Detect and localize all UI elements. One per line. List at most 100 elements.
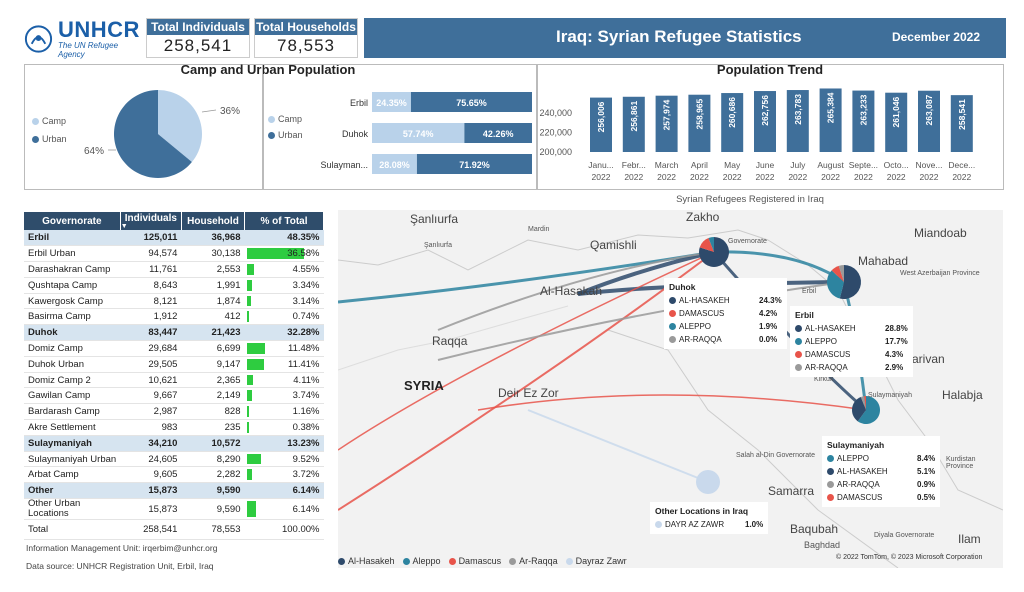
trend-bar[interactable] [655, 95, 678, 152]
trend-xtick-month: August [817, 160, 844, 170]
pie-slice-urban[interactable] [113, 90, 192, 178]
sort-desc-icon[interactable]: ▼ [120, 222, 128, 230]
map-legend-item[interactable]: Aleppo [402, 556, 441, 566]
table-group-row[interactable]: Sulaymaniyah 34,210 10,572 13.23% [24, 435, 324, 452]
population-trend-title: Population Trend [716, 62, 824, 77]
place-governorate: Governorate [728, 238, 767, 245]
table-group-row[interactable]: Erbil 125,011 36,968 48.35% [24, 230, 324, 247]
map-location-pie[interactable] [696, 470, 720, 494]
table-row[interactable]: Bardarash Camp 2,987 828 1.16% [24, 403, 324, 421]
origin-dot-icon [827, 455, 834, 462]
table-row[interactable]: Arbat Camp 9,605 2,282 3.72% [24, 466, 324, 484]
percent-bar [246, 390, 253, 402]
trend-xtick-year: 2022 [821, 172, 840, 182]
table-cell-pct: 32.28% [244, 324, 324, 342]
table-group-row[interactable]: Duhok 83,447 21,423 32.28% [24, 324, 324, 342]
trend-bar[interactable] [590, 97, 612, 152]
stack-bar-camp[interactable] [372, 123, 465, 143]
table-cell-ind: 11,761 [120, 261, 182, 278]
percent-bar [246, 311, 249, 323]
table-cell-ind: 8,643 [120, 277, 182, 294]
map-location-pie-slice[interactable] [831, 265, 844, 282]
percent-bar [246, 279, 252, 291]
col-governorate[interactable]: Governorate [24, 212, 121, 230]
trend-bar[interactable] [622, 96, 645, 152]
title-banner: Iraq: Syrian Refugee Statistics December… [364, 18, 1006, 58]
table-cell-ind: 983 [120, 419, 182, 436]
trend-bar[interactable] [950, 95, 973, 152]
refugee-origin-map[interactable]: Şanlıurfa Zakho Miandoab Mardin Qamishli… [338, 210, 1003, 568]
table-row[interactable]: Akre Settlement 983 235 0.38% [24, 419, 324, 436]
map-location-pie-slice[interactable] [708, 237, 714, 252]
map-location-pie-slice[interactable] [860, 396, 866, 410]
map-legend-item[interactable]: Ar-Raqqa [509, 556, 558, 566]
table-row[interactable]: Domiz Camp 2 10,621 2,365 4.11% [24, 372, 324, 389]
table-cell-name: Sulaymaniyah Urban [24, 451, 121, 468]
flow-line [338, 251, 715, 511]
table-cell-name: Other Urban Locations [24, 498, 121, 521]
trend-xtick-year: 2022 [690, 172, 709, 182]
trend-bar[interactable] [819, 88, 842, 152]
place-erbil-small: Erbil [802, 288, 817, 295]
stack-bar-camp[interactable] [372, 92, 411, 112]
col-individuals[interactable]: Individuals ▼ [120, 212, 182, 230]
table-cell-pct: 3.72% [244, 466, 324, 484]
map-location-pie-slice[interactable] [699, 237, 730, 267]
table-row[interactable]: Gawilan Camp 9,667 2,149 3.74% [24, 387, 324, 405]
trend-ytick: 220,000 [539, 128, 572, 138]
pie-slice-camp[interactable] [158, 90, 202, 163]
map-location-pie-slice[interactable] [864, 396, 866, 410]
table-group-row[interactable]: Other 15,873 9,590 6.14% [24, 482, 324, 500]
stack-bar-urban[interactable] [416, 154, 532, 174]
tooltip-row: ALEPPO 8.4% [827, 452, 935, 465]
tooltip-row: AR-RAQQA 2.9% [795, 361, 908, 374]
map-legend-item[interactable]: Damascus [448, 556, 501, 566]
table-row[interactable]: Other Urban Locations 15,873 9,590 6.14% [24, 498, 324, 521]
trend-bar[interactable] [688, 94, 711, 152]
place-west-azerbaijan: West Azerbaijan Province [900, 270, 980, 277]
map-location-pie-slice[interactable] [857, 396, 881, 424]
table-row[interactable]: Sulaymaniyah Urban 24,605 8,290 9.52% [24, 451, 324, 468]
percent-bar [246, 295, 252, 307]
stack-category-label: Erbil [350, 98, 368, 108]
map-location-pie-slice[interactable] [827, 270, 844, 299]
table-row[interactable]: Darashakran Camp 11,761 2,553 4.55% [24, 261, 324, 278]
stack-bar-camp[interactable] [372, 154, 417, 174]
table-cell-pct: 4.11% [244, 372, 324, 389]
stack-bar-urban[interactable] [464, 123, 532, 143]
pie-label-urban: 64% [84, 146, 104, 157]
trend-bar[interactable] [721, 93, 744, 152]
map-location-pie-slice[interactable] [852, 396, 866, 422]
table-row[interactable]: Duhok Urban 29,505 9,147 11.41% [24, 356, 324, 373]
table-row[interactable]: Qushtapa Camp 8,643 1,991 3.34% [24, 277, 324, 294]
flow-line [437, 281, 845, 361]
trend-bar[interactable] [885, 92, 908, 152]
tooltip-row: DAMASCUS 4.2% [669, 307, 782, 320]
trend-bar[interactable] [786, 90, 809, 152]
camp-urban-stacked-bar-chart: Erbil 24.35% 75.65% Duhok 57.74% 42.26% Sulaym… [320, 92, 532, 174]
map-location-pie-slice[interactable] [699, 238, 714, 252]
table-row[interactable]: Domiz Camp 29,684 6,699 11.48% [24, 340, 324, 357]
trend-bar[interactable] [852, 90, 875, 152]
map-location-pie-slice[interactable] [838, 265, 844, 282]
table-cell-pct: 3.14% [244, 293, 324, 310]
table-total-row[interactable]: Total 258,541 78,553 100.00% [24, 519, 324, 541]
table-row[interactable]: Erbil Urban 94,574 30,138 36.58% [24, 245, 324, 263]
table-row[interactable]: Kawergosk Camp 8,121 1,874 3.14% [24, 293, 324, 310]
trend-ytick: 200,000 [539, 147, 572, 157]
table-cell-pct: 11.41% [244, 356, 324, 373]
map-legend-item[interactable]: Dayraz Zawr [565, 556, 627, 566]
place-sulaymaniyah-small: Sulaymaniyah [868, 392, 912, 399]
stack-bar-urban[interactable] [410, 92, 532, 112]
trend-xtick-year: 2022 [624, 172, 643, 182]
map-location-pie-slice[interactable] [839, 265, 861, 299]
table-cell-pct: 13.23% [244, 435, 324, 452]
table-row[interactable]: Basirma Camp 1,912 412 0.74% [24, 308, 324, 326]
col-household[interactable]: Household [181, 212, 246, 230]
trend-bar[interactable] [918, 90, 940, 152]
trend-xtick-year: 2022 [756, 172, 775, 182]
col-percent-total[interactable]: % of Total [244, 212, 324, 230]
map-legend-item[interactable]: Al-Hasakeh [338, 556, 395, 566]
trend-bar[interactable] [754, 91, 776, 152]
tooltip-row: ALEPPO 17.7% [795, 335, 908, 348]
